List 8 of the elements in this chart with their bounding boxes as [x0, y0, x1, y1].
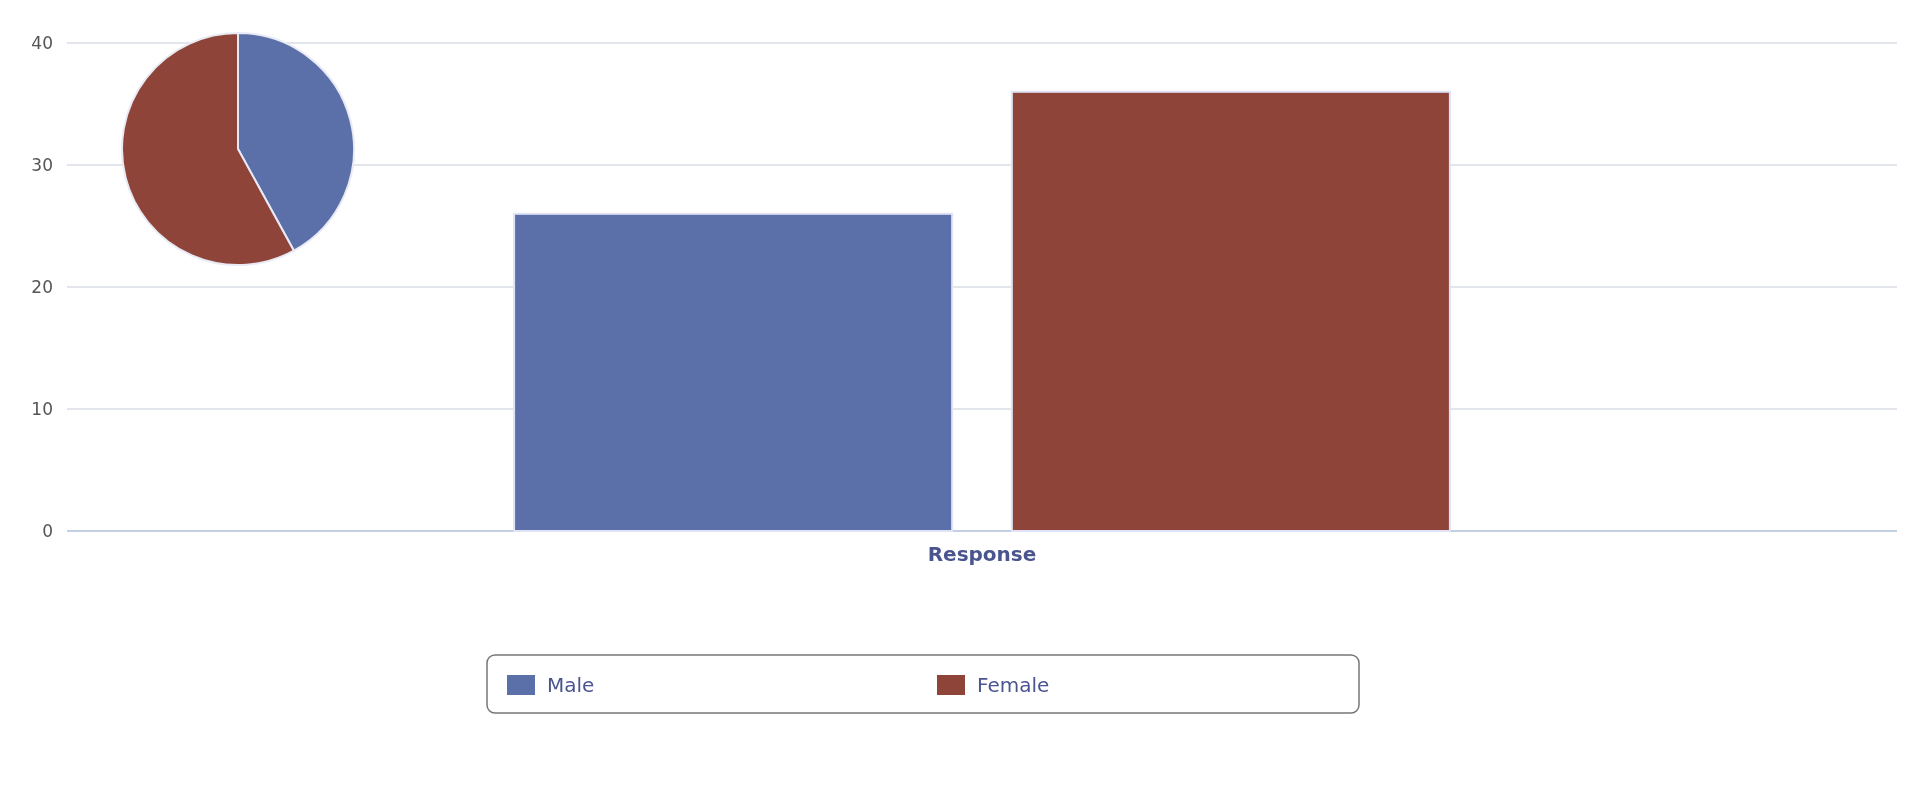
legend-label: Male — [547, 673, 595, 697]
y-tick-label: 10 — [31, 398, 53, 419]
y-tick-label: 20 — [31, 276, 53, 297]
y-tick-label: 0 — [42, 520, 53, 541]
legend-label: Female — [977, 673, 1050, 697]
y-tick-label: 40 — [31, 32, 53, 53]
y-tick-label: 30 — [31, 154, 53, 175]
x-tick-label: Response — [927, 542, 1037, 566]
